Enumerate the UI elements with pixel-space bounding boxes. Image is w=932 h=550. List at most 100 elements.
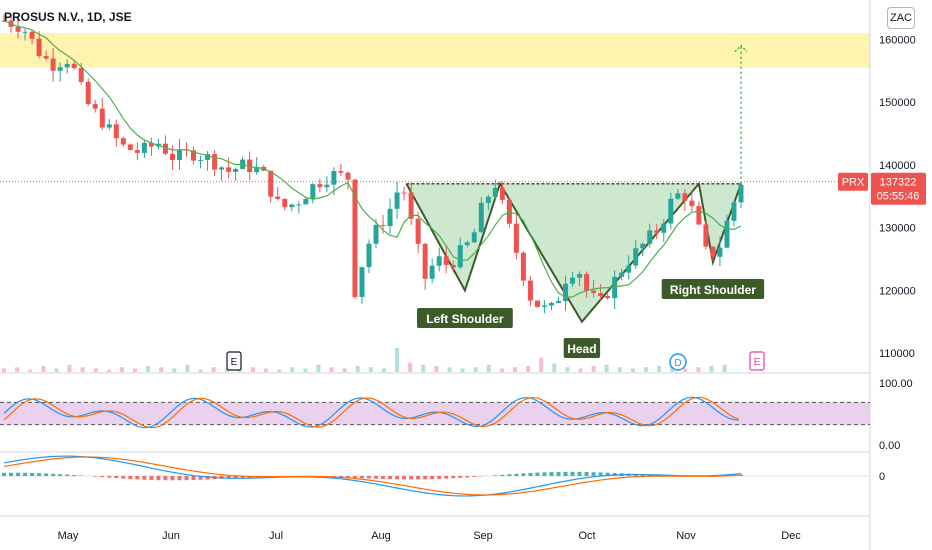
symbol-badge (838, 172, 868, 191)
candle-body (71, 63, 77, 69)
candle-body (43, 56, 49, 59)
candle-body (176, 149, 182, 160)
candle-body (141, 142, 147, 153)
candle-body (647, 230, 653, 244)
macd-histogram-bar (338, 476, 343, 478)
candle-body (254, 166, 260, 173)
candle-body (584, 274, 590, 291)
volume-bar (552, 363, 557, 372)
macd-histogram-bar (388, 476, 393, 480)
candle-body (226, 167, 232, 172)
candle-body (731, 202, 737, 221)
price-badge (871, 172, 926, 205)
candle-body (450, 264, 456, 268)
volume-bar (578, 368, 583, 372)
volume-bar (15, 367, 20, 372)
price-tick-label: 160000 (879, 34, 916, 46)
macd-signal-line (3, 456, 742, 496)
volume-bar (67, 364, 72, 372)
macd-histogram-bar (416, 476, 421, 480)
price-tick-label: 150000 (879, 97, 916, 109)
volume-bar (277, 369, 282, 372)
volume-bar (408, 362, 413, 372)
candle-body (548, 302, 554, 306)
volume-bar (250, 367, 255, 372)
macd-histogram-bar (584, 471, 589, 476)
volume-bar (290, 367, 295, 372)
month-tick-label: Aug (371, 530, 391, 542)
macd-histogram-bar (402, 476, 407, 480)
pattern-outline (405, 181, 742, 324)
candle-body (310, 184, 316, 199)
target-zone (0, 33, 870, 68)
volume-bar (2, 368, 6, 372)
symbol-badge-label: PRX (842, 177, 865, 189)
candle-body (57, 67, 63, 71)
candle-body (464, 242, 470, 246)
macd-tick-label: 0 (879, 471, 885, 483)
candle-body (401, 192, 407, 194)
macd-histogram-bar (128, 476, 133, 480)
candle-body (29, 31, 35, 39)
candle-body (675, 193, 681, 199)
candle-body (682, 193, 688, 201)
macd-histogram-bar (444, 476, 449, 479)
volume-bar (630, 368, 635, 372)
volume-bar (683, 368, 688, 372)
candle-body (205, 154, 211, 160)
macd-histogram-bar (107, 476, 112, 478)
volume-bar (512, 367, 517, 372)
candle-body (738, 184, 744, 203)
candle-body (457, 245, 463, 268)
candle-body (429, 265, 435, 279)
month-tick-label: Oct (578, 530, 595, 542)
right-shoulder-label: Right Shoulder (670, 283, 756, 297)
volume-bar (93, 368, 98, 372)
grid (0, 0, 871, 550)
macd-histogram-bar (507, 474, 512, 476)
candle-body (198, 159, 204, 161)
head-and-shoulders-pattern (0, 44, 870, 324)
macd-histogram-bar (72, 475, 77, 476)
candle-body (640, 243, 646, 249)
macd-histogram-bar (514, 473, 519, 476)
volume-bar (395, 348, 400, 372)
macd-histogram-bar (191, 476, 196, 481)
macd-histogram-bar (198, 476, 203, 480)
candle-body (162, 143, 168, 154)
macd-histogram-bar (37, 473, 42, 476)
candle-body (556, 301, 562, 303)
candle-body (478, 202, 484, 233)
macd-histogram-bar (381, 476, 386, 479)
currency-button[interactable]: ZAC (887, 7, 915, 29)
macd-histogram-bar (23, 472, 28, 476)
candle-body (499, 187, 505, 200)
candle-body (717, 247, 723, 257)
macd-histogram-bar (170, 476, 175, 481)
candle-body (113, 124, 119, 139)
macd-histogram-bar (16, 472, 21, 476)
candle-body (15, 26, 21, 32)
candle-body (212, 154, 218, 170)
macd-histogram-bar (374, 476, 379, 479)
volume-bar (198, 369, 203, 372)
macd-histogram-bar (591, 472, 596, 476)
macd-histogram-bar (598, 472, 603, 476)
volume-bar (146, 366, 151, 372)
month-tick-label: Jun (162, 530, 180, 542)
macd-histogram-bar (528, 472, 533, 476)
volume-bar (133, 368, 138, 372)
candle-body (50, 58, 56, 71)
candle-body (120, 138, 126, 145)
candle-body (92, 104, 98, 109)
candle-body (366, 243, 372, 268)
macd-histogram-bar (156, 476, 161, 481)
price-tick-label: 140000 (879, 160, 916, 172)
volume-bar (617, 367, 622, 372)
price-tick-label: 110000 (879, 348, 915, 360)
macd-line (3, 455, 742, 497)
price-badge-countdown: 05:55:46 (877, 191, 920, 203)
price-badge-value: 137322 (880, 177, 917, 189)
candle-body (520, 252, 526, 281)
